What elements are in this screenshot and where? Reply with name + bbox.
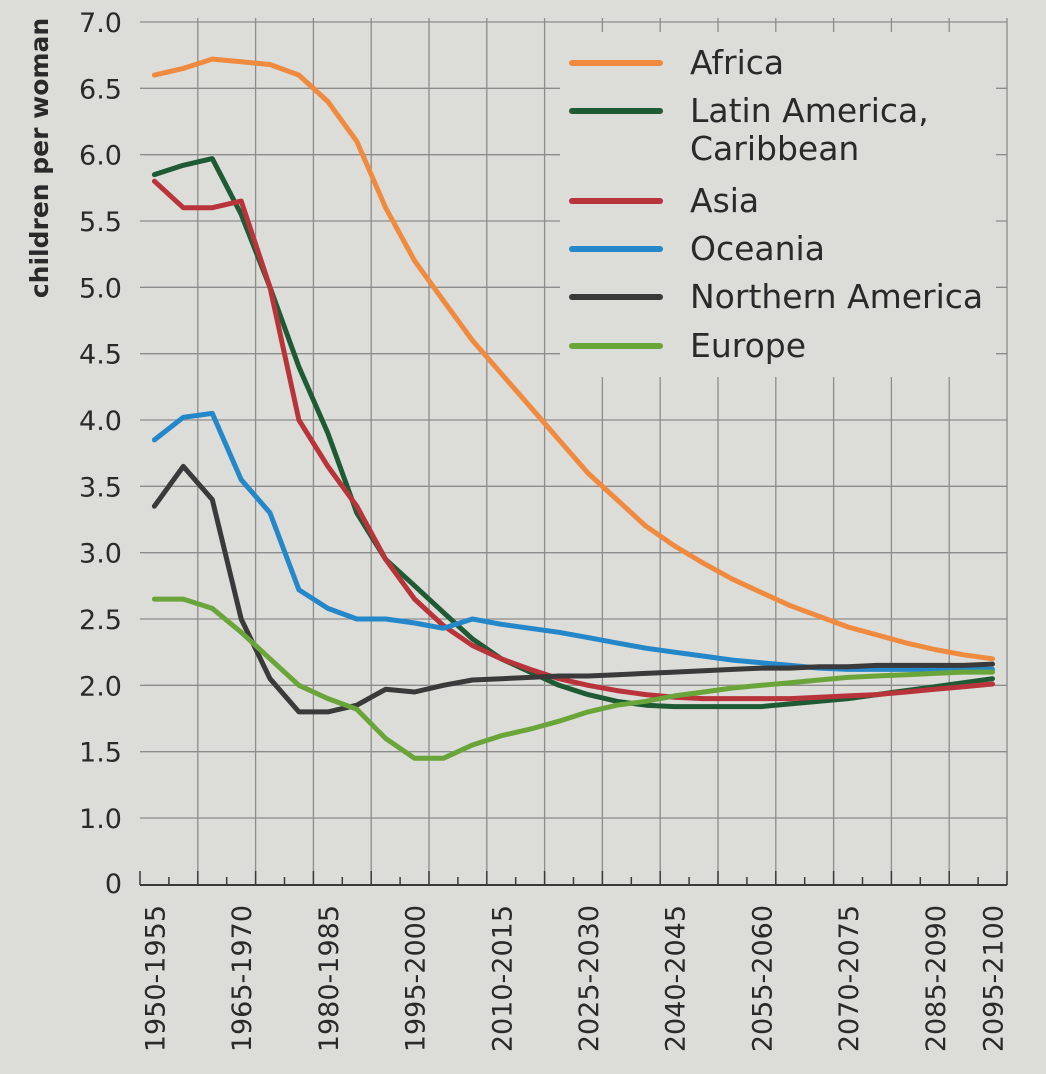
x-tick-label: 1950-1955 — [140, 905, 171, 1052]
x-tick-label: 2040-2045 — [661, 905, 692, 1052]
x-tick-label: 1995-2000 — [401, 905, 432, 1052]
legend-label: Latin America, — [690, 91, 929, 130]
y-tick-label: 1.0 — [79, 804, 122, 835]
x-tick-label: 2055-2060 — [747, 905, 778, 1052]
series-line — [151, 596, 995, 761]
y-tick-label: 7.0 — [79, 8, 122, 39]
legend-label: Northern America — [690, 277, 983, 316]
y-axis-label: children per woman — [25, 18, 54, 298]
x-tick-label: 2095-2100 — [979, 905, 1010, 1052]
x-tick-label: 1965-1970 — [227, 905, 258, 1052]
legend-background — [560, 32, 996, 377]
y-tick-label: 6.0 — [79, 141, 122, 172]
legend: Africa Latin America,Caribbean Asia Oceania… — [560, 32, 996, 377]
y-tick-label: 5.0 — [79, 273, 122, 304]
series-line — [151, 410, 995, 672]
y-tick-label: 3.5 — [79, 472, 122, 503]
legend-label: Europe — [690, 326, 806, 365]
legend-label: Oceania — [690, 229, 825, 268]
y-tick-label: 2.5 — [79, 605, 122, 636]
y-tick-label: 1.5 — [79, 738, 122, 769]
axes: 0 1.0 1.5 2.0 2.5 3.0 3.5 4.0 4.5 5.0 5.5 6.0 6.5 7.0… — [79, 8, 1010, 1052]
x-tick-label: 2085-2090 — [921, 905, 952, 1052]
series-lines — [151, 56, 995, 761]
legend-label: Africa — [690, 43, 784, 82]
y-tick-label: 4.5 — [79, 340, 122, 371]
y-tick-label: 3.0 — [79, 539, 122, 570]
x-tick-label: 1980-1985 — [314, 905, 345, 1052]
series-line — [151, 178, 995, 702]
y-tick-label: 2.0 — [79, 671, 122, 702]
y-tick-label: 6.5 — [79, 74, 122, 105]
legend-label: Asia — [690, 181, 759, 220]
legend-label: Caribbean — [690, 129, 859, 168]
y-tick-label: 0 — [105, 869, 122, 900]
series-line — [151, 56, 995, 662]
series-line — [151, 463, 995, 715]
x-tick-label: 2010-2015 — [487, 905, 518, 1052]
x-tick-label: 2025-2030 — [574, 905, 605, 1052]
y-tick-label: 5.5 — [79, 207, 122, 238]
y-tick-label: 4.0 — [79, 406, 122, 437]
x-tick-label: 2070-2075 — [834, 905, 865, 1052]
